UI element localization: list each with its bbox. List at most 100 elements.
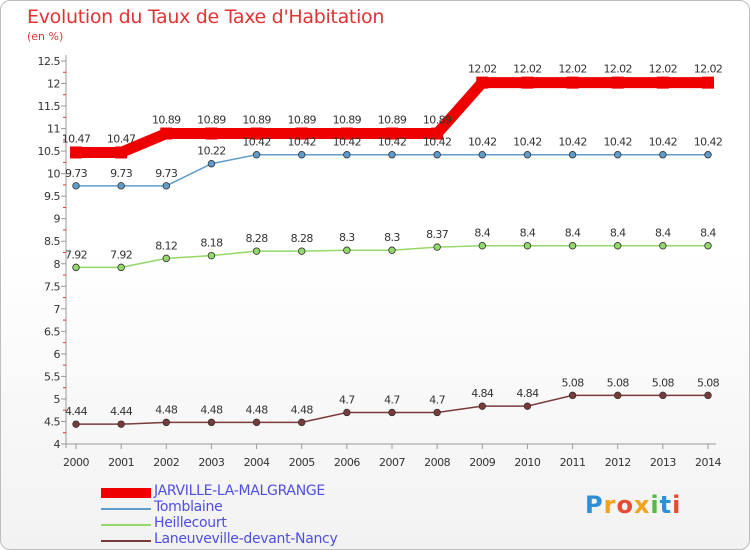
data-point [162, 254, 170, 263]
data-label: 5.08 [562, 376, 585, 389]
x-tick-label: 2012 [605, 456, 631, 469]
data-label: 4.7 [339, 393, 355, 406]
y-tick-label: 8.5 [44, 235, 60, 248]
data-point [160, 127, 173, 140]
data-label: 4.48 [155, 403, 178, 416]
logo-letter: r [603, 491, 617, 519]
data-label: 5.08 [697, 376, 720, 389]
data-point [252, 151, 261, 159]
data-label: 10.89 [287, 114, 316, 127]
data-label: 10.22 [197, 145, 226, 158]
y-tick-label: 10.5 [38, 145, 61, 158]
logo-letter: o [616, 491, 634, 519]
logo-letter: x [633, 491, 651, 519]
data-point [478, 402, 486, 410]
x-tick-label: 2011 [560, 456, 586, 469]
x-tick-label: 2000 [63, 456, 89, 469]
data-label: 10.42 [694, 136, 723, 149]
y-tick-label: 9.5 [44, 190, 60, 203]
x-tick-label: 2014 [695, 456, 721, 469]
legend-label: JARVILLE-LA-MALGRANGE [154, 483, 325, 499]
data-point [659, 391, 667, 400]
data-label: 10.89 [242, 114, 271, 127]
data-label: 10.89 [197, 114, 226, 127]
data-point [478, 151, 486, 159]
data-label: 9.73 [155, 167, 178, 180]
data-point [704, 242, 712, 250]
data-label: 4.44 [110, 405, 133, 418]
y-tick-label: 8 [54, 258, 61, 271]
data-label: 10.42 [468, 136, 497, 149]
data-point [340, 127, 353, 140]
data-label: 5.08 [607, 376, 630, 389]
data-label: 8.18 [200, 237, 223, 250]
data-label: 4.7 [429, 393, 445, 406]
data-point [568, 151, 577, 159]
data-point [433, 243, 441, 251]
data-point [614, 391, 622, 400]
logo-letter: t [659, 491, 673, 519]
x-tick-label: 2008 [424, 456, 450, 469]
data-point [388, 151, 396, 159]
y-tick-label: 11 [47, 123, 60, 136]
data-point [162, 182, 170, 190]
logo-letter: i [650, 491, 660, 519]
data-point [295, 127, 308, 140]
data-point [659, 242, 667, 250]
data-point [117, 182, 125, 190]
data-label: 12.02 [603, 63, 632, 76]
series-2 [72, 242, 712, 272]
data-point [523, 151, 532, 159]
data-label: 4.48 [200, 403, 223, 416]
data-label: 7.92 [110, 248, 132, 261]
data-label: 4.84 [471, 387, 494, 400]
data-point [704, 391, 712, 400]
data-label: 10.42 [513, 136, 542, 149]
data-point [70, 146, 82, 159]
series-0 [70, 76, 714, 159]
y-tick-label: 12.5 [38, 55, 61, 68]
data-label: 8.12 [155, 239, 177, 252]
legend-swatch [101, 524, 151, 526]
y-tick-label: 12 [47, 78, 60, 91]
y-tick-label: 9 [54, 213, 61, 226]
legend-swatch [101, 488, 151, 498]
data-point [656, 76, 669, 89]
data-point [207, 251, 216, 260]
data-point [523, 402, 532, 410]
data-point [250, 127, 263, 140]
data-label: 10.89 [378, 114, 407, 127]
data-point [252, 247, 261, 255]
data-point [476, 76, 489, 89]
data-label: 4.48 [291, 403, 314, 416]
data-point [252, 418, 261, 427]
data-label: 10.89 [423, 114, 452, 127]
data-point [702, 76, 714, 89]
legend-swatch [101, 540, 151, 542]
data-label: 8.4 [610, 227, 626, 240]
data-point [343, 246, 351, 254]
data-point [433, 408, 441, 417]
data-label: 8.28 [291, 232, 314, 245]
x-tick-label: 2003 [198, 456, 224, 469]
data-point [205, 127, 218, 140]
data-label: 4.84 [516, 387, 539, 400]
x-tick-label: 2001 [108, 456, 134, 469]
data-label: 10.42 [287, 136, 316, 149]
data-point [343, 408, 351, 417]
data-label: 12.02 [649, 63, 678, 76]
data-label: 10.42 [333, 136, 362, 149]
data-label: 8.4 [520, 227, 536, 240]
y-tick-label: 6 [54, 348, 61, 361]
data-label: 4.7 [384, 393, 400, 406]
data-point [162, 418, 170, 427]
data-point [566, 76, 579, 89]
y-tick-label: 7.5 [44, 280, 60, 293]
legend-label: Tomblaine [154, 499, 223, 515]
data-label: 8.4 [474, 227, 490, 240]
data-label: 10.42 [378, 136, 407, 149]
data-point [478, 242, 486, 250]
legend-label: Laneuveville-devant-Nancy [154, 531, 338, 547]
